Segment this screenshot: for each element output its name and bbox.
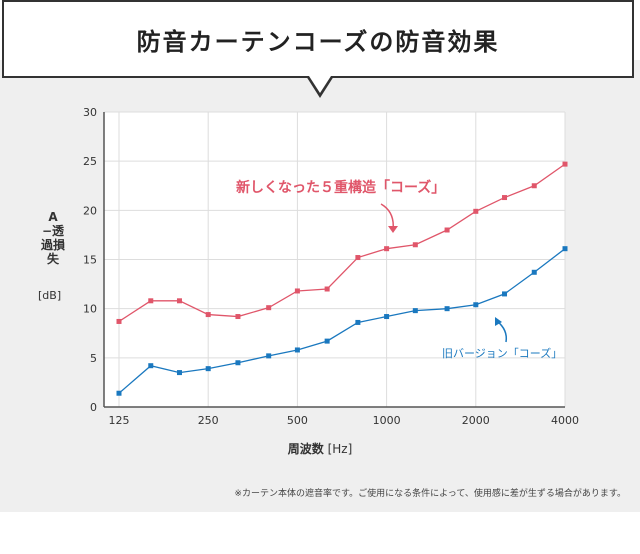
data-point: [116, 390, 122, 396]
data-point: [473, 208, 479, 214]
data-point: [294, 347, 300, 353]
data-point: [444, 227, 450, 233]
data-point: [384, 314, 390, 320]
data-point: [412, 308, 418, 314]
y-tick-label: 10: [83, 303, 97, 316]
data-point: [384, 246, 390, 252]
data-point: [473, 302, 479, 308]
data-point: [412, 242, 418, 248]
data-point: [531, 183, 537, 189]
legend-new: 新しくなった５重構造「コーズ」: [236, 179, 445, 196]
y-tick-label: 20: [83, 204, 97, 217]
x-tick-label: 1000: [373, 414, 401, 427]
data-point: [562, 246, 568, 252]
data-point: [205, 312, 211, 318]
data-point: [176, 370, 182, 376]
arrow-head-old: [495, 317, 502, 326]
series-line-0: [118, 163, 566, 322]
data-point: [531, 269, 537, 275]
title-pointer-inner: [309, 76, 331, 93]
data-point: [294, 288, 300, 294]
data-point: [148, 298, 154, 304]
data-point: [176, 298, 182, 304]
data-point: [235, 314, 241, 320]
x-tick-label: 2000: [462, 414, 490, 427]
x-axis-unit: [Hz]: [327, 442, 353, 456]
data-point: [502, 291, 508, 297]
series-line-1: [118, 248, 566, 394]
y-tick-label: 15: [83, 254, 97, 267]
x-tick-label: 125: [109, 414, 130, 427]
x-tick-label: 4000: [551, 414, 579, 427]
data-point: [562, 161, 568, 167]
y-tick-label: 5: [90, 352, 97, 365]
y-tick-label: 0: [90, 401, 97, 414]
data-point: [324, 338, 330, 344]
y-axis-unit: [dB]: [38, 289, 62, 302]
y-axis-label: A−透過損失: [40, 210, 65, 266]
data-point: [235, 360, 241, 366]
data-point: [502, 195, 508, 201]
page-title: 防音カーテンコーズの防音効果: [136, 27, 500, 56]
data-point: [355, 319, 361, 325]
data-point: [324, 286, 330, 292]
x-axis-title: 周波数: [287, 442, 324, 456]
data-point: [444, 306, 450, 312]
legend-old: 旧バージョン「コーズ」: [442, 346, 562, 360]
y-tick-label: 30: [83, 106, 97, 119]
x-tick-label: 500: [287, 414, 308, 427]
data-point: [116, 318, 122, 324]
data-point: [355, 255, 361, 261]
footnote: ※カーテン本体の遮音率です。ご使用になる条件によって、使用感に差が生ずる場合があ…: [234, 489, 626, 499]
data-point: [205, 366, 211, 372]
y-tick-label: 25: [83, 155, 97, 168]
x-axis-label: 周波数 [Hz]: [0, 440, 640, 457]
x-tick-label: 250: [198, 414, 219, 427]
data-point: [148, 363, 154, 369]
title-box: 防音カーテンコーズの防音効果: [2, 0, 634, 78]
arrow-head-new: [388, 226, 398, 233]
data-point: [266, 353, 272, 359]
data-point: [266, 305, 272, 311]
